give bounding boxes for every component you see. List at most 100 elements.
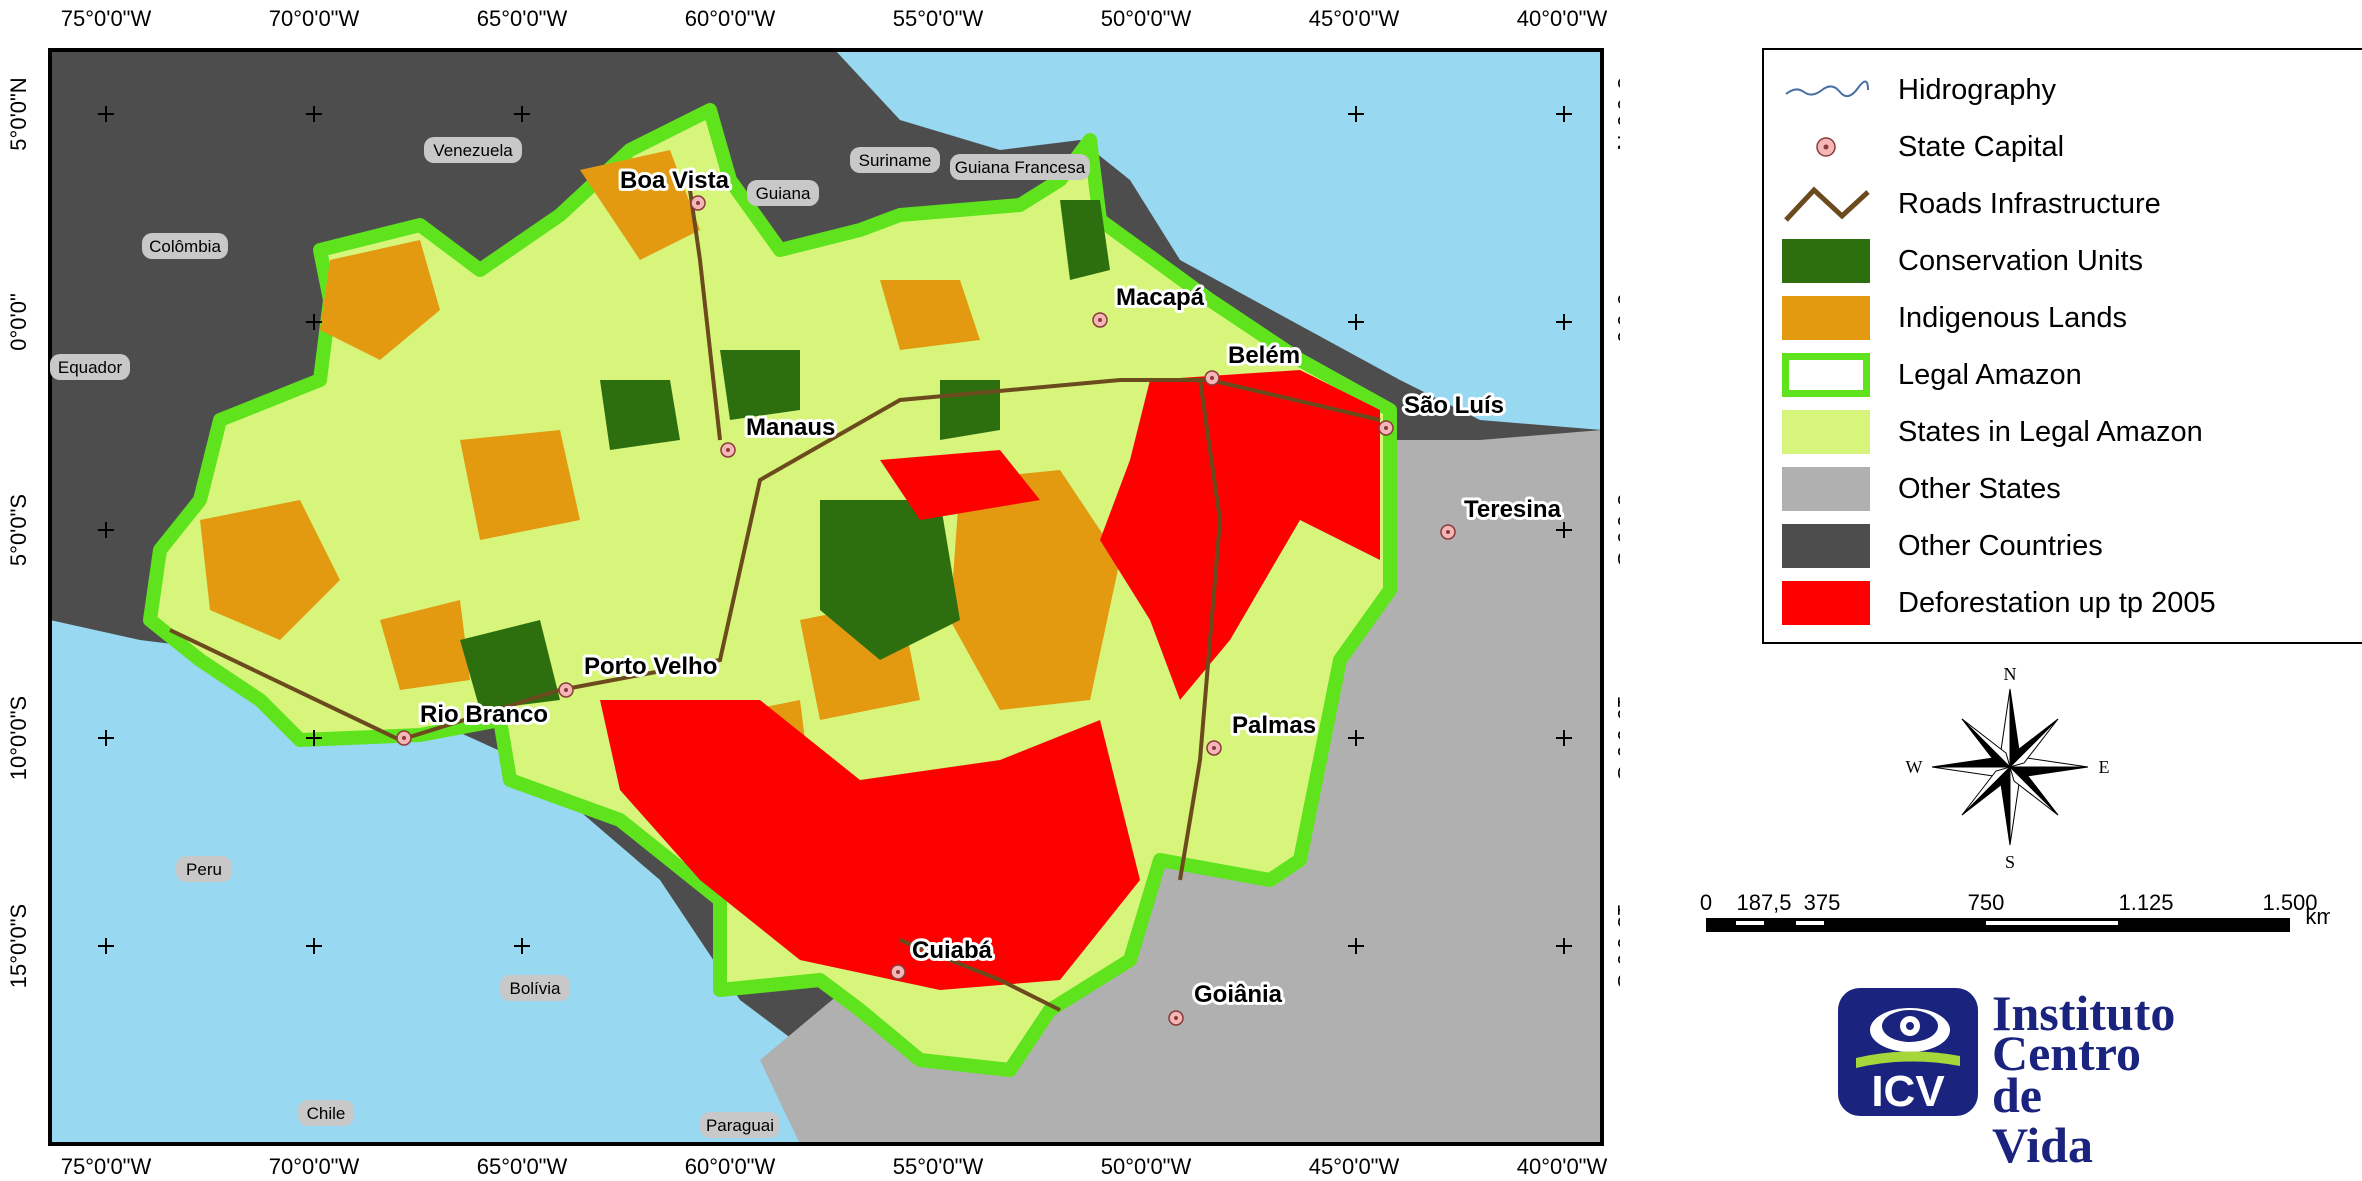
- legend-item-states-legal-amazon: States in Legal Amazon: [1782, 410, 2342, 456]
- lon-label: 55°0'0"W: [893, 1154, 984, 1179]
- legend-item-legal-amazon: Legal Amazon: [1782, 353, 2342, 399]
- compass-rose-icon: N S E W: [1906, 664, 2110, 872]
- country-label: Paraguai: [706, 1116, 774, 1135]
- top-longitude-labels: 75°0'0"W 70°0'0"W 65°0'0"W 60°0'0"W 55°0…: [61, 6, 1608, 31]
- ocean-pacific: [50, 700, 300, 1144]
- lon-label: 60°0'0"W: [685, 6, 776, 31]
- capital-dot-icon: [1816, 137, 1836, 157]
- capital-label: Boa Vista: [620, 167, 730, 194]
- legend-label: Hidrography: [1898, 74, 2056, 106]
- legend-label: Other States: [1898, 473, 2061, 505]
- lat-label: 5°0'0"S: [1613, 494, 1620, 566]
- capital-label: Macapá: [1116, 284, 1205, 311]
- deforestation: [600, 370, 1380, 990]
- road-line-icon: [1784, 186, 1870, 222]
- country-label: Colômbia: [149, 237, 221, 256]
- scale-tick: 1.500: [2262, 890, 2317, 915]
- scale-tick: 1.125: [2118, 890, 2173, 915]
- capital-label: Cuiabá: [912, 937, 993, 964]
- legend-item-other-states: Other States: [1782, 467, 2342, 513]
- other-states-swatch: [1782, 467, 1870, 511]
- country-label: Chile: [307, 1104, 346, 1123]
- lon-label: 65°0'0"W: [477, 6, 568, 31]
- legend-item-deforestation: Deforestation up tp 2005: [1782, 581, 2342, 627]
- lon-label: 70°0'0"W: [269, 1154, 360, 1179]
- scale-tick: 375: [1804, 890, 1841, 915]
- lat-label: 15°0'0"S: [6, 904, 31, 988]
- legend-label: Conservation Units: [1898, 245, 2143, 277]
- scale-bar: 0 187,5 375 750 1.125 1.500 km: [1700, 890, 2330, 932]
- legend-label: Deforestation up tp 2005: [1898, 587, 2216, 619]
- lon-label: 40°0'0"W: [1517, 6, 1608, 31]
- legend-item-state-capital: State Capital: [1782, 125, 2342, 171]
- scale-tick: 0: [1700, 890, 1712, 915]
- capital-label: Palmas: [1232, 712, 1316, 739]
- lon-label: 50°0'0"W: [1101, 6, 1192, 31]
- conservation-units: [460, 200, 1110, 710]
- lat-label: 10°0'0"S: [1613, 696, 1620, 780]
- right-latitude-labels: 5°0'0"N 0°0'0" 5°0'0"S 10°0'0"S 15°0'0"S: [1613, 77, 1620, 988]
- lat-label: 10°0'0"S: [6, 696, 31, 780]
- lon-label: 45°0'0"W: [1309, 6, 1400, 31]
- lon-label: 40°0'0"W: [1517, 1154, 1608, 1179]
- capital-label: São Luís: [1404, 392, 1504, 419]
- country-label: Suriname: [859, 151, 932, 170]
- legend-label: State Capital: [1898, 131, 2065, 163]
- capital-label: Manaus: [746, 414, 835, 441]
- conservation-swatch: [1782, 239, 1870, 283]
- legend-item-hidrography: Hidrography: [1782, 68, 2342, 114]
- legend-item-roads: Roads Infrastructure: [1782, 182, 2342, 228]
- compass-w: W: [1906, 757, 1923, 777]
- capital-label: Goiânia: [1194, 981, 1283, 1008]
- logo-line2: Centro: [1992, 1025, 2142, 1081]
- other-countries-swatch: [1782, 524, 1870, 568]
- compass-e: E: [2099, 757, 2110, 777]
- legal-amazon-swatch: [1782, 353, 1870, 397]
- scale-tick: 187,5: [1736, 890, 1791, 915]
- lon-label: 60°0'0"W: [685, 1154, 776, 1179]
- country-label: Bolívia: [509, 979, 561, 998]
- capital-label: Teresina: [1464, 496, 1562, 523]
- lat-label: 5°0'0"N: [1613, 77, 1620, 150]
- legend-label: States in Legal Amazon: [1898, 416, 2203, 448]
- grid-crosses: [98, 106, 1572, 954]
- compass-n: N: [2004, 664, 2017, 684]
- roads: [169, 189, 1381, 1012]
- legend: Hidrography State Capital Roads Infrastr…: [1762, 48, 2362, 644]
- states-amazon-swatch: [1782, 410, 1870, 454]
- legend-label: Legal Amazon: [1898, 359, 2082, 391]
- capital-label: Porto Velho: [584, 653, 717, 680]
- lon-label: 65°0'0"W: [477, 1154, 568, 1179]
- scale-tick: 750: [1968, 890, 2005, 915]
- scale-unit: km: [2305, 904, 2330, 929]
- map-canvas: 75°0'0"W 70°0'0"W 65°0'0"W 60°0'0"W 55°0…: [6, 6, 1620, 1179]
- river-line-icon: [1785, 80, 1869, 98]
- capitals: Boa Vista Macapá Belém São Luís Manaus T…: [396, 164, 1565, 1026]
- country-label: Peru: [186, 860, 222, 879]
- lat-label: 0°0'0": [1613, 293, 1620, 351]
- deforestation-swatch: [1782, 581, 1870, 625]
- country-label: Equador: [58, 358, 123, 377]
- left-latitude-labels: 5°0'0"N 0°0'0" 5°0'0"S 10°0'0"S 15°0'0"S: [6, 77, 31, 988]
- legend-label: Roads Infrastructure: [1898, 188, 2161, 220]
- legend-item-indigenous-lands: Indigenous Lands: [1782, 296, 2342, 342]
- country-labels: Venezuela Suriname Guiana Francesa Guian…: [50, 137, 1090, 1138]
- country-label: Guiana Francesa: [955, 158, 1086, 177]
- bottom-longitude-labels: 75°0'0"W 70°0'0"W 65°0'0"W 60°0'0"W 55°0…: [61, 1154, 1608, 1179]
- lon-label: 70°0'0"W: [269, 6, 360, 31]
- country-label: Venezuela: [433, 141, 513, 160]
- indigenous-swatch: [1782, 296, 1870, 340]
- country-label: Guiana: [756, 184, 811, 203]
- logo-line3: de Vida: [1992, 1067, 2093, 1173]
- logo-line1: Instituto: [1992, 985, 2176, 1041]
- legend-item-other-countries: Other Countries: [1782, 524, 2342, 570]
- lat-label: 15°0'0"S: [1613, 904, 1620, 988]
- lon-label: 75°0'0"W: [61, 1154, 152, 1179]
- legend-item-conservation-units: Conservation Units: [1782, 239, 2342, 285]
- legend-label: Indigenous Lands: [1898, 302, 2127, 334]
- lon-label: 55°0'0"W: [893, 6, 984, 31]
- logo-abbr: ICV: [1871, 1067, 1945, 1116]
- lat-label: 0°0'0": [6, 293, 31, 351]
- lon-label: 45°0'0"W: [1309, 1154, 1400, 1179]
- legend-label: Other Countries: [1898, 530, 2103, 562]
